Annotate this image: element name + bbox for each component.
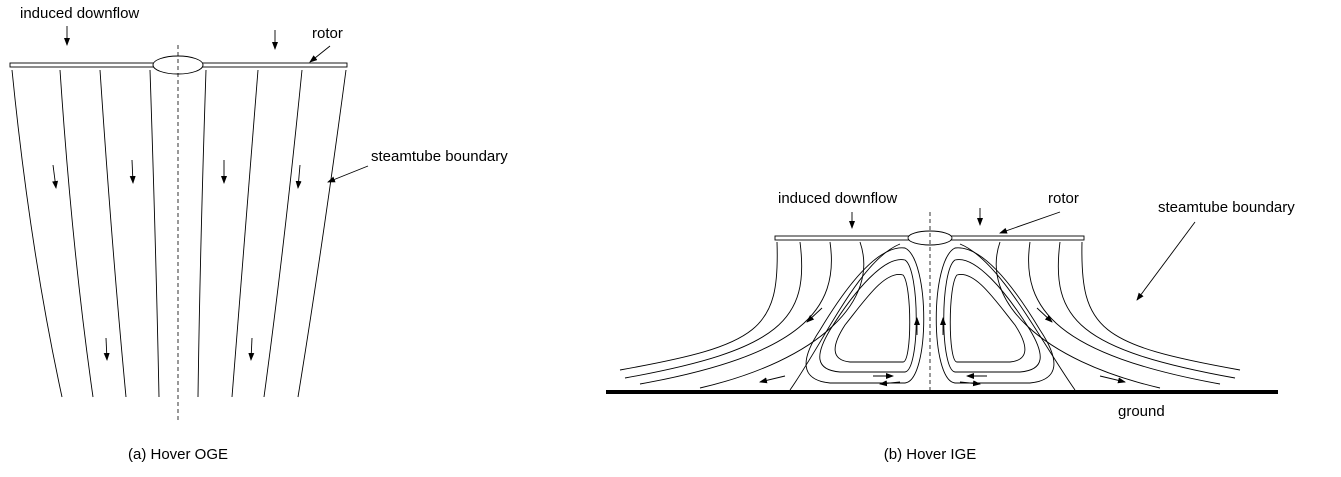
caption: (b) Hover IGE [884,446,977,463]
panel-a: induced downflow rotor steamtube boundar… [9,5,508,463]
rotor-label: rotor [312,25,343,42]
boundary-label: steamtube boundary [371,148,508,165]
downflow-label: induced downflow [778,190,897,207]
panel-b: induced downflow rotor steamtube boundar… [606,190,1295,463]
ground-label: ground [1118,403,1165,420]
downflow-label: induced downflow [20,5,139,22]
caption: (a) Hover OGE [128,446,228,463]
boundary-label: steamtube boundary [1158,199,1295,216]
rotor-label: rotor [1048,190,1079,207]
